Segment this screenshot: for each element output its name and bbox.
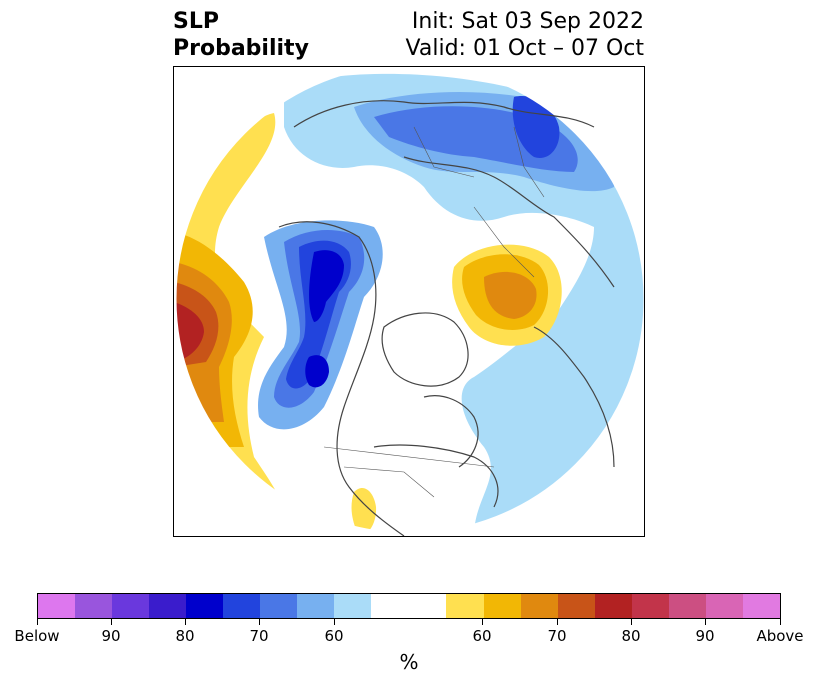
- colorbar-tick-label: 70: [547, 627, 567, 645]
- colorbar-swatch: [631, 594, 669, 618]
- colorbar-swatch: [742, 594, 780, 618]
- init-date: Init: Sat 03 Sep 2022: [411, 9, 644, 34]
- colorbar-tick: [111, 619, 112, 625]
- colorbar-swatch: [483, 594, 521, 618]
- colorbar-swatch: [594, 594, 632, 618]
- colorbar-swatch: [38, 594, 76, 618]
- colorbar-swatch: [297, 594, 335, 618]
- political-borders: [323, 126, 545, 498]
- map-title: SLP Probability: [173, 8, 309, 62]
- probability-field: [176, 67, 644, 533]
- below-normal-region-eurasia: [284, 73, 644, 533]
- colorbar-swatch: [149, 594, 187, 618]
- projection-boundary: [175, 67, 644, 534]
- polar-map: [173, 66, 645, 537]
- title-variable: SLP: [173, 9, 219, 34]
- colorbar-tick-label: Above: [756, 627, 804, 645]
- colorbar-swatch: [705, 594, 743, 618]
- colorbar-unit: %: [399, 650, 419, 674]
- colorbar-tick: [259, 619, 260, 625]
- colorbar-swatch: [557, 594, 595, 618]
- colorbar-tick: [37, 619, 38, 625]
- colorbar-tick: [185, 619, 186, 625]
- map-svg: [175, 67, 644, 536]
- colorbar-tick-label: 80: [621, 627, 641, 645]
- forecast-dates: Init: Sat 03 Sep 2022 Valid: 01 Oct – 07…: [406, 8, 644, 62]
- colorbar-swatch: [520, 594, 558, 618]
- colorbar-swatch: [223, 594, 261, 618]
- colorbar-swatch: [371, 594, 447, 618]
- colorbar-tick: [482, 619, 483, 625]
- colorbar-tick-label: Below: [14, 627, 60, 645]
- probability-colorbar: [37, 593, 781, 619]
- colorbar-tick: [557, 619, 558, 625]
- colorbar-swatch: [75, 594, 113, 618]
- colorbar-tick-label: 60: [472, 627, 492, 645]
- colorbar-tick-label: 80: [175, 627, 195, 645]
- colorbar-tick-label: 90: [101, 627, 121, 645]
- colorbar-tick-label: 70: [249, 627, 269, 645]
- valid-date: Valid: 01 Oct – 07 Oct: [405, 36, 644, 61]
- above-normal-region-mexico: [351, 488, 377, 533]
- colorbar-tick: [334, 619, 335, 625]
- colorbar-swatch: [260, 594, 298, 618]
- colorbar-tick-label: 90: [695, 627, 715, 645]
- colorbar-swatch: [668, 594, 706, 618]
- colorbar-tick: [780, 619, 781, 625]
- above-normal-peak-pacific: [176, 302, 204, 362]
- colorbar-tick-label: 60: [324, 627, 344, 645]
- colorbar-swatch: [186, 594, 224, 618]
- colorbar-swatch: [112, 594, 150, 618]
- colorbar-swatch: [446, 594, 484, 618]
- colorbar-swatch: [334, 594, 372, 618]
- colorbar-tick: [631, 619, 632, 625]
- coastlines: [278, 100, 615, 536]
- colorbar-tick: [705, 619, 706, 625]
- title-measure: Probability: [173, 36, 309, 61]
